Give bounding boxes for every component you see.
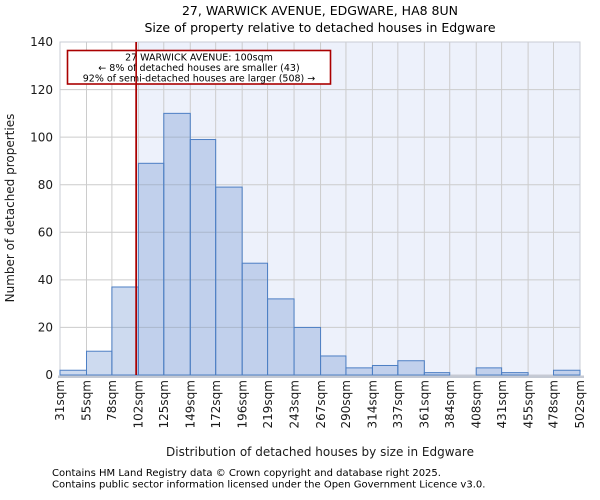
x-tick-label: 384sqm bbox=[443, 380, 457, 428]
x-tick-label: 431sqm bbox=[495, 380, 509, 428]
axis-band-layer bbox=[58, 375, 584, 378]
x-tick-label: 172sqm bbox=[209, 380, 223, 428]
histogram-bar bbox=[85, 350, 113, 376]
footer-attribution-line-1: Contains HM Land Registry data © Crown c… bbox=[52, 468, 441, 479]
x-tick-label: 502sqm bbox=[573, 380, 587, 428]
annotation-line-2: ← 8% of detached houses are smaller (43) bbox=[98, 63, 299, 74]
y-tick-label: 0 bbox=[45, 368, 53, 382]
histogram-bar bbox=[241, 262, 269, 376]
x-axis-line bbox=[58, 375, 584, 378]
x-tick-label: 55sqm bbox=[80, 380, 94, 421]
x-tick-label: 31sqm bbox=[53, 380, 67, 421]
x-tick-labels: 31sqm 55sqm 78sqm 102sqm 125sqm 149sqm 172sqm 1… bbox=[53, 380, 587, 428]
bars-layer bbox=[59, 112, 581, 376]
x-tick-label: 455sqm bbox=[521, 380, 535, 428]
x-axis-title: Distribution of detached houses by size … bbox=[166, 445, 474, 459]
x-tick-label: 290sqm bbox=[339, 380, 353, 428]
x-tick-label: 408sqm bbox=[469, 380, 483, 428]
histogram-bar bbox=[215, 186, 243, 376]
histogram-bar bbox=[59, 369, 87, 376]
x-tick-label: 125sqm bbox=[157, 380, 171, 428]
annotation-box bbox=[66, 49, 332, 85]
footer-attribution-line-2: Contains public sector information licen… bbox=[52, 480, 485, 491]
y-tick-label: 120 bbox=[30, 83, 53, 97]
x-tick-label: 196sqm bbox=[235, 380, 249, 428]
y-tick-label: 20 bbox=[38, 321, 53, 335]
histogram-bar bbox=[475, 367, 503, 376]
y-tick-labels: 0 20 40 60 80 100 120 140 bbox=[30, 35, 53, 382]
x-tick-label: 102sqm bbox=[132, 380, 146, 428]
x-tick-label: 78sqm bbox=[105, 380, 119, 421]
x-tick-label: 219sqm bbox=[261, 380, 275, 428]
histogram-bar bbox=[553, 369, 581, 376]
histogram-bar bbox=[345, 367, 373, 376]
chart-subtitle: Size of property relative to detached ho… bbox=[144, 20, 495, 35]
y-tick-label: 140 bbox=[30, 35, 53, 49]
histogram-bar bbox=[189, 139, 217, 376]
x-tick-label: 314sqm bbox=[366, 380, 380, 428]
x-tick-label: 478sqm bbox=[547, 380, 561, 428]
y-tick-label: 100 bbox=[30, 130, 53, 144]
shade-layer bbox=[136, 42, 580, 375]
x-tick-label: 361sqm bbox=[418, 380, 432, 428]
annotation-line-1: 27 WARWICK AVENUE: 100sqm bbox=[125, 53, 273, 64]
histogram-bar bbox=[137, 162, 165, 376]
histogram-bar bbox=[267, 298, 295, 376]
larger-region-shade bbox=[136, 42, 580, 375]
histogram-bar bbox=[111, 286, 139, 376]
x-tick-label: 243sqm bbox=[287, 380, 301, 428]
chart-title: 27, WARWICK AVENUE, EDGWARE, HA8 8UN bbox=[182, 3, 458, 18]
annotation-callout: 27 WARWICK AVENUE: 100sqm ← 8% of detach… bbox=[66, 49, 332, 85]
y-axis-title: Number of detached properties bbox=[3, 114, 17, 303]
x-tick-label: 267sqm bbox=[314, 380, 328, 428]
x-tick-label: 149sqm bbox=[183, 380, 197, 428]
histogram-bar bbox=[423, 372, 451, 376]
histogram-bar bbox=[293, 326, 322, 376]
histogram-bar bbox=[397, 360, 425, 376]
y-tick-label: 40 bbox=[38, 273, 53, 287]
histogram-bar bbox=[320, 355, 347, 376]
annotation-line-3: 92% of semi-detached houses are larger (… bbox=[83, 74, 316, 85]
y-tick-label: 80 bbox=[38, 178, 53, 192]
y-tick-label: 60 bbox=[38, 225, 53, 239]
histogram-bar bbox=[501, 372, 529, 376]
histogram-bar bbox=[163, 112, 191, 376]
histogram-bar bbox=[371, 364, 399, 376]
x-tick-label: 337sqm bbox=[391, 380, 405, 428]
